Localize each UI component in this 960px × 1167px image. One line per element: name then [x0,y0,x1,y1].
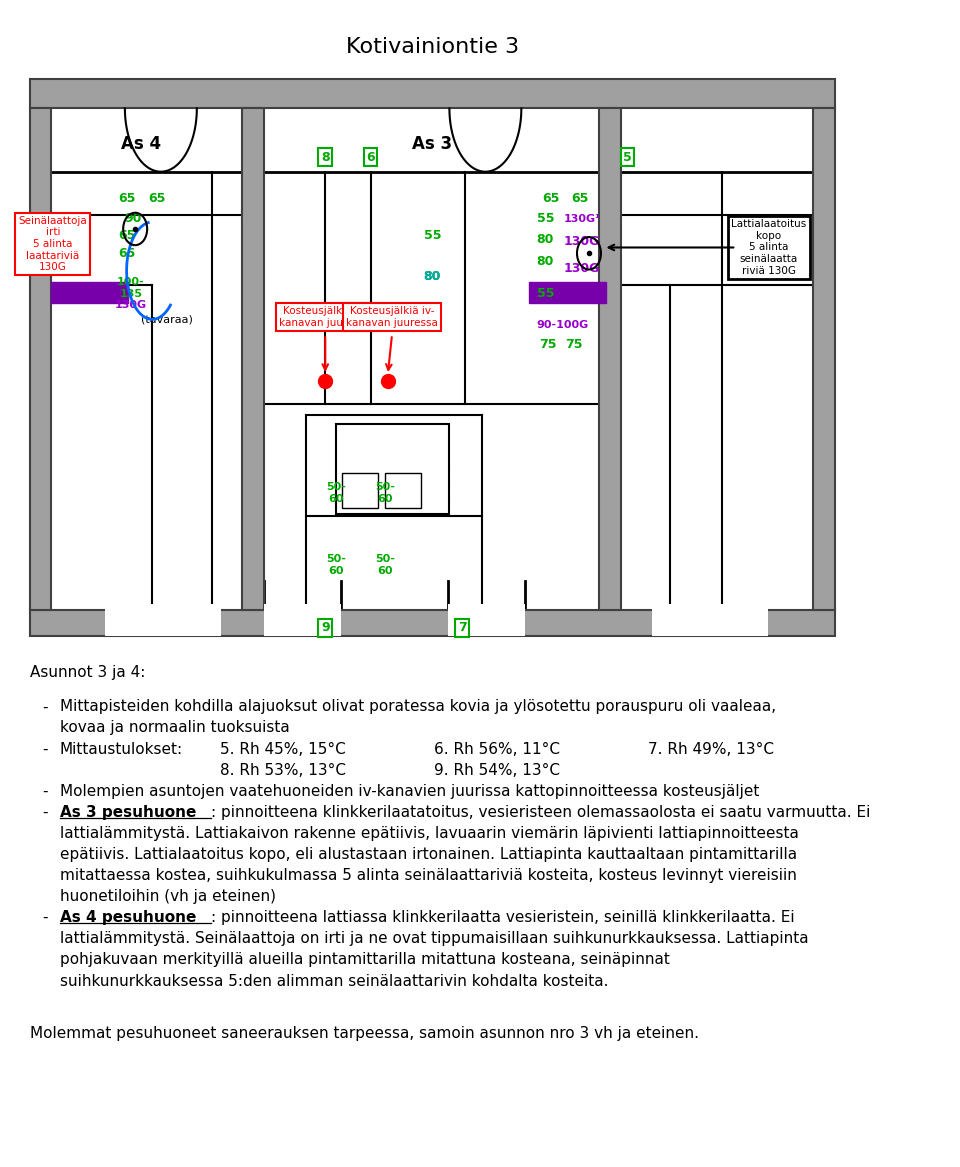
Text: Mittaustulokset:: Mittaustulokset: [60,741,183,756]
Text: 65: 65 [118,230,135,243]
Text: huonetiloihin (vh ja eteinen): huonetiloihin (vh ja eteinen) [60,889,276,904]
Text: 130G: 130G [564,236,600,249]
Text: 100-
135: 100- 135 [117,278,145,299]
Text: 6. Rh 56%, 11°C: 6. Rh 56%, 11°C [434,741,560,756]
Bar [336,424,449,513]
Text: : pinnoitteena lattiassa klinkkerilaatta vesieristein, seinillä klinkkerilaatta.: : pinnoitteena lattiassa klinkkerilaatta… [211,910,795,925]
Bar [264,603,341,636]
Text: 5. Rh 45%, 15°C: 5. Rh 45%, 15°C [220,741,346,756]
Text: 55: 55 [537,287,554,300]
Bar [106,603,221,636]
Text: Kotivainiontie 3: Kotivainiontie 3 [346,36,518,57]
Text: pohjakuvaan merkityillä alueilla pintamittarilla mitattuna kosteana, seinäpinnat: pohjakuvaan merkityillä alueilla pintami… [60,952,670,967]
Text: (tavaraa): (tavaraa) [141,314,193,324]
Bar [447,603,525,636]
Text: 80: 80 [537,233,554,246]
Text: 50-
60: 50- 60 [326,554,347,575]
Bar [30,79,835,109]
Text: 130G¹: 130G¹ [564,214,601,224]
Text: As 4: As 4 [121,135,161,153]
Text: Lattialaatoitus
kopo
5 alinta
seinälaatta
riviä 130G: Lattialaatoitus kopo 5 alinta seinälaatt… [732,219,806,275]
Text: Mittapisteiden kohdilla alajuoksut olivat poratessa kovia ja ylösotettu porauspu: Mittapisteiden kohdilla alajuoksut oliva… [60,699,776,714]
Bar [653,603,768,636]
Text: Kosteusjälkiä iv-
kanavan juuressa: Kosteusjälkiä iv- kanavan juuressa [347,306,438,328]
Bar [529,282,606,303]
Text: -: - [42,784,48,798]
Text: 65: 65 [148,193,165,205]
Bar [30,609,835,636]
Text: 80: 80 [537,254,554,268]
Text: -: - [42,805,48,819]
Text: 50-
60: 50- 60 [375,482,396,504]
Text: 130G: 130G [564,261,600,275]
Text: As 4 pesuhuone: As 4 pesuhuone [60,910,196,925]
Text: epätiivis. Lattialaatoitus kopo, eli alustastaan irtonainen. Lattiapinta kauttaa: epätiivis. Lattialaatoitus kopo, eli alu… [60,847,797,862]
Text: : pinnoitteena klinkkerilaatatoitus, vesieristeen olemassaolosta ei saatu varmuu: : pinnoitteena klinkkerilaatatoitus, ves… [211,805,871,819]
Text: -: - [42,910,48,925]
Text: As 3: As 3 [412,135,452,153]
Text: Molempien asuntojen vaatehuoneiden iv-kanavien juurissa kattopinnoitteessa koste: Molempien asuntojen vaatehuoneiden iv-ka… [60,784,759,798]
Bar [30,109,51,609]
Text: suihkunurkkauksessa 5:den alimman seinälaattarivin kohdalta kosteita.: suihkunurkkauksessa 5:den alimman seinäl… [60,973,609,988]
Text: 65: 65 [118,193,135,205]
Text: kovaa ja normaalin tuoksuista: kovaa ja normaalin tuoksuista [60,720,290,735]
Text: 7. Rh 49%, 13°C: 7. Rh 49%, 13°C [648,741,774,756]
Text: 9: 9 [321,621,329,634]
Bar [599,109,621,609]
Text: 8: 8 [321,151,329,163]
Text: 80: 80 [423,270,441,282]
Text: 90-100G: 90-100G [537,320,588,330]
Text: Molemmat pesuhuoneet saneerauksen tarpeessa, samoin asunnon nro 3 vh ja eteinen.: Molemmat pesuhuoneet saneerauksen tarpee… [30,1026,699,1041]
Text: 50-
60: 50- 60 [326,482,347,504]
Text: 8. Rh 53%, 13°C: 8. Rh 53%, 13°C [220,762,346,777]
Text: 55: 55 [423,230,441,243]
Bar [242,109,264,609]
Text: Seinälaattoja
irti
5 alinta
laattariviä
130G: Seinälaattoja irti 5 alinta laattariviä … [18,216,87,272]
Text: 65: 65 [572,193,589,205]
Text: 80: 80 [423,270,441,282]
Text: lattialämmitystä. Seinälaattoja on irti ja ne ovat tippumaisillaan suihkunurkkau: lattialämmitystä. Seinälaattoja on irti … [60,931,808,946]
Text: lattialämmitystä. Lattiakaivon rakenne epätiivis, lavuaarin viemärin läpivienti : lattialämmitystä. Lattiakaivon rakenne e… [60,826,799,841]
Bar [51,282,129,303]
Text: 6: 6 [367,151,375,163]
Text: Kosteusjälkiä iv-
kanavan juuressa: Kosteusjälkiä iv- kanavan juuressa [279,306,372,328]
Text: 90: 90 [124,212,141,225]
Text: 7: 7 [458,621,467,634]
Text: 65: 65 [118,246,135,260]
Bar [343,474,378,508]
Text: 9. Rh 54%, 13°C: 9. Rh 54%, 13°C [434,762,560,777]
Text: 75: 75 [564,338,583,351]
Text: 5: 5 [623,151,632,163]
Text: As 3 pesuhuone: As 3 pesuhuone [60,805,196,819]
Text: 75: 75 [540,338,557,351]
Text: -: - [42,699,48,714]
Text: mitattaessa kostea, suihkukulmassa 5 alinta seinälaattariviä kosteita, kosteus l: mitattaessa kostea, suihkukulmassa 5 ali… [60,868,797,883]
Text: -: - [42,741,48,756]
Text: Asunnot 3 ja 4:: Asunnot 3 ja 4: [30,665,145,679]
Text: 50-
60: 50- 60 [375,554,396,575]
Bar [385,474,421,508]
Bar [813,109,835,609]
Text: 55: 55 [537,212,554,225]
Text: 130G: 130G [115,300,147,310]
Text: 65: 65 [541,193,559,205]
